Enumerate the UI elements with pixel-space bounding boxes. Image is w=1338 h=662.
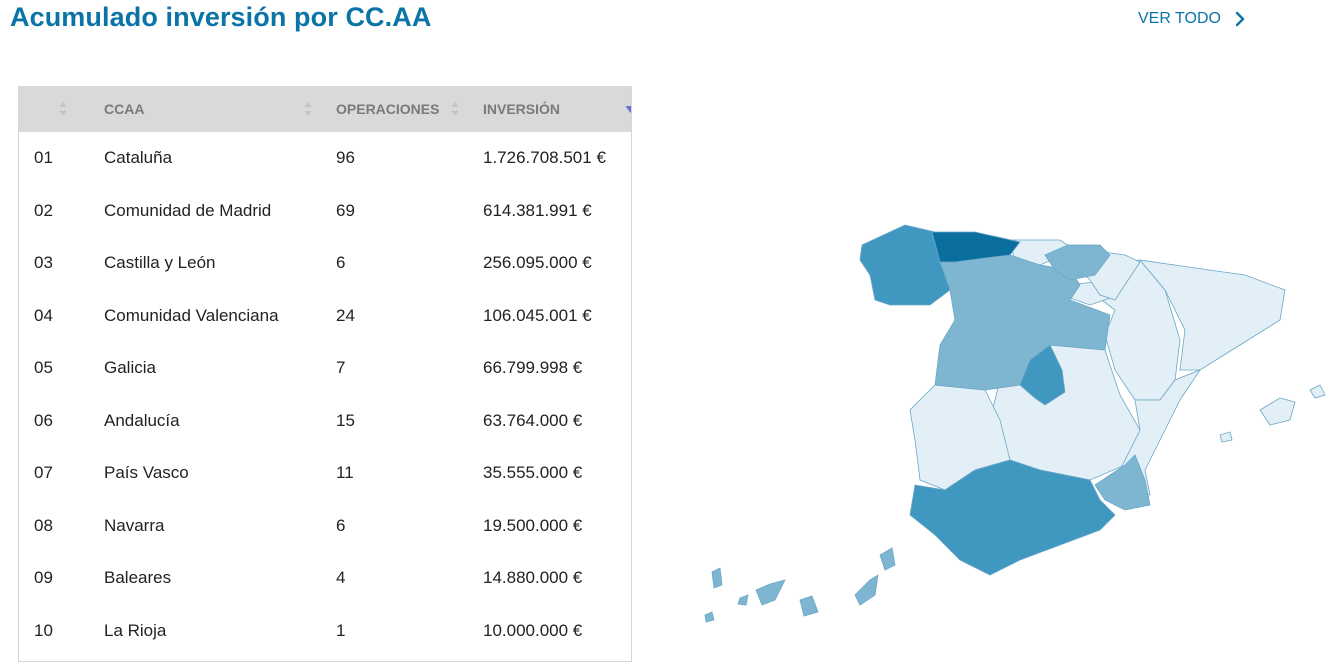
inversion-cell: 10.000.000 € [483, 620, 583, 640]
ccaa-cell: Comunidad Valenciana [104, 305, 279, 325]
operaciones-cell: 11 [336, 463, 354, 483]
ccaa-cell: Andalucía [104, 410, 180, 430]
region-andalucia[interactable] [909, 459, 1116, 576]
ccaa-table: CCAA OPERACIONES INVERSIÓN [18, 86, 632, 662]
region-comunidad-de-madrid[interactable] [1019, 344, 1066, 406]
column-header-ccaa[interactable]: CCAA [104, 86, 336, 132]
ccaa-cell: La Rioja [104, 620, 167, 640]
operaciones-cell: 15 [336, 410, 355, 430]
rank-cell: 09 [34, 568, 53, 588]
ccaa-cell: Galicia [104, 358, 156, 378]
inversion-cell: 63.764.000 € [483, 410, 583, 430]
table-header-row: CCAA OPERACIONES INVERSIÓN [19, 86, 631, 132]
ccaa-cell: Navarra [104, 515, 165, 535]
ccaa-cell: Comunidad de Madrid [104, 200, 272, 220]
view-all-label: VER TODO [1138, 10, 1221, 27]
region-baleares[interactable] [1219, 384, 1326, 443]
table-row[interactable]: 01 Cataluña 96 1.726.708.501 € [19, 132, 631, 185]
view-all-link[interactable]: VER TODO [1138, 10, 1249, 28]
rank-cell: 07 [34, 463, 53, 483]
inversion-cell: 106.045.001 € [483, 305, 592, 325]
rank-cell: 02 [34, 200, 53, 220]
region-pais-vasco[interactable] [1044, 244, 1111, 281]
page-title: Acumulado inversión por CC.AA [10, 2, 432, 32]
column-header-operaciones[interactable]: OPERACIONES [336, 86, 483, 132]
region-asturias[interactable] [931, 231, 1021, 263]
operaciones-cell: 6 [336, 253, 346, 273]
sort-icon[interactable] [451, 101, 459, 117]
ccaa-cell: País Vasco [104, 463, 189, 483]
rank-cell: 08 [34, 515, 53, 535]
operaciones-cell: 4 [336, 568, 346, 588]
ccaa-cell: Castilla y León [104, 253, 216, 273]
spain-choropleth-map[interactable] [700, 215, 1330, 635]
inversion-cell: 35.555.000 € [483, 463, 583, 483]
rank-cell: 10 [34, 620, 53, 640]
inversion-cell: 1.726.708.501 € [483, 148, 606, 168]
rank-cell: 05 [34, 358, 53, 378]
ccaa-cell: Cataluña [104, 148, 173, 168]
operaciones-cell: 96 [336, 148, 355, 168]
table-row[interactable]: 09 Baleares 4 14.880.000 € [19, 552, 631, 605]
sort-descending-icon[interactable] [625, 104, 632, 115]
operaciones-cell: 6 [336, 515, 346, 535]
region-galicia[interactable] [859, 224, 951, 306]
region-murcia[interactable] [1094, 454, 1151, 511]
inversion-cell: 256.095.000 € [483, 253, 592, 273]
table-row[interactable]: 03 Castilla y León 6 256.095.000 € [19, 237, 631, 290]
rank-cell: 01 [34, 148, 53, 168]
column-header-inversion[interactable]: INVERSIÓN [483, 86, 631, 132]
region-comunidad-valenciana[interactable] [1119, 369, 1202, 496]
chevron-right-icon [1235, 11, 1245, 27]
sort-icon[interactable] [304, 101, 312, 117]
operaciones-cell: 1 [336, 620, 346, 640]
inversion-cell: 66.799.998 € [483, 358, 583, 378]
inversion-cell: 14.880.000 € [483, 568, 583, 588]
operaciones-cell: 69 [336, 200, 355, 220]
ccaa-cell: Baleares [104, 568, 172, 588]
region-canarias[interactable] [704, 547, 896, 623]
sort-icon[interactable] [59, 101, 67, 117]
region-cataluna[interactable] [1139, 259, 1286, 371]
table-row[interactable]: 02 Comunidad de Madrid 69 614.381.991 € [19, 185, 631, 238]
table-row[interactable]: 07 País Vasco 11 35.555.000 € [19, 447, 631, 500]
rank-cell: 06 [34, 410, 53, 430]
table-row[interactable]: 05 Galicia 7 66.799.998 € [19, 342, 631, 395]
table-row[interactable]: 08 Navarra 6 19.500.000 € [19, 500, 631, 553]
table-row[interactable]: 10 La Rioja 1 10.000.000 € [19, 605, 631, 658]
operaciones-cell: 24 [336, 305, 355, 325]
rank-cell: 03 [34, 253, 53, 273]
table-row[interactable]: 04 Comunidad Valenciana 24 106.045.001 € [19, 290, 631, 343]
column-header-rank[interactable] [19, 86, 104, 132]
rank-cell: 04 [34, 305, 53, 325]
inversion-cell: 19.500.000 € [483, 515, 583, 535]
table-row[interactable]: 06 Andalucía 15 63.764.000 € [19, 395, 631, 448]
inversion-cell: 614.381.991 € [483, 200, 592, 220]
operaciones-cell: 7 [336, 358, 346, 378]
